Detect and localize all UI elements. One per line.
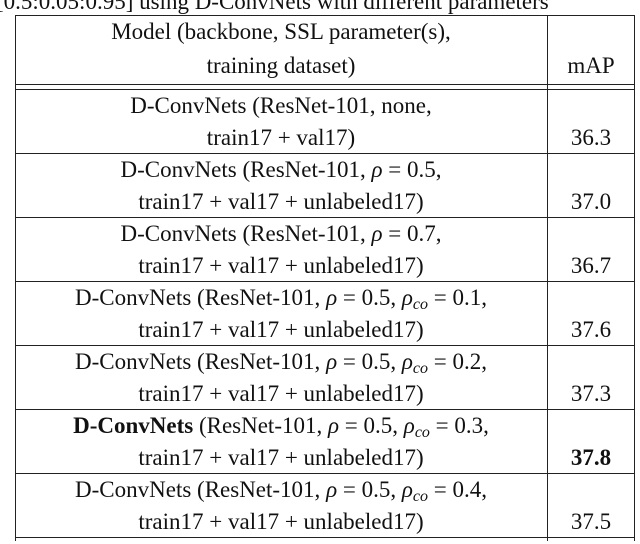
rule [15,537,635,538]
text-segment: = 0.5, [337,349,402,374]
text-segment: train17 + val17 + unlabeled17) [138,253,424,278]
text-segment: ρ [401,477,413,502]
text-segment: ρ [326,285,338,310]
text-segment: D-ConvNets (ResNet-101, [120,157,372,182]
model-line: D-ConvNets (ResNet-101, ρ = 0.5, ρco = 0… [75,475,487,505]
text-segment: ρ [327,413,340,438]
text-segment: train17 + val17) [206,125,356,150]
model-line: train17 + val17) [207,123,355,153]
rule [15,409,635,410]
text-segment: ρ [403,413,415,438]
model-line: train17 + val17 + unlabeled17) [138,315,423,345]
text-segment: = 0.5, [382,157,442,182]
rule [15,15,635,16]
rule [15,89,635,90]
text-segment: = 0.3, [429,413,489,438]
text-segment: D-ConvNets [73,413,194,438]
model-line: train17 + val17 + unlabeled17) [138,187,423,217]
map-value: 37.8 [570,445,612,470]
text-segment: train17 + val17 + unlabeled17) [138,317,424,342]
model-line: D-ConvNets (ResNet-101, ρ = 0.5, ρco = 0… [75,347,487,377]
text-segment: = 0.5, [339,413,404,438]
rule [547,15,548,541]
model-line: train17 + val17 + unlabeled17) [138,507,423,537]
text-segment: ρ [401,285,413,310]
map-value: 37.5 [570,509,612,534]
text-segment: co [412,360,428,377]
text-segment: D-ConvNets (ResNet-101, [120,221,372,246]
caption: [0.5:0.05:0.95] using D-ConvNets with di… [0,0,549,14]
text-segment: = 0.5, [337,285,402,310]
model-line: train17 + val17 + unlabeled17) [138,443,423,473]
rule [15,84,635,85]
model-line: D-ConvNets (ResNet-101, ρ = 0.7, [120,219,441,249]
text-segment: ρ [371,157,383,182]
text-segment: = 0.4, [428,477,487,502]
rule [15,153,635,154]
map-value: 37.3 [570,381,612,406]
header-map: mAP [567,53,615,78]
rule [15,473,635,474]
model-line: train17 + val17 + unlabeled17) [138,251,423,281]
text-segment: train17 + val17 + unlabeled17) [138,381,424,406]
text-segment: = 0.1, [428,285,487,310]
rule [15,281,635,282]
text-segment: ρ [371,221,383,246]
rule [15,217,635,218]
text-segment: ρ [326,349,338,374]
text-segment: (ResNet-101, [193,413,328,438]
text-segment: co [414,424,430,441]
header-model: Model (backbone, SSL parameter(s), [111,19,451,44]
model-line: D-ConvNets (ResNet-101, ρ = 0.5, ρco = 0… [73,411,489,441]
rule [15,15,16,541]
text-segment: ρ [401,349,413,374]
text-segment: = 0.7, [382,221,442,246]
text-segment: co [412,296,428,313]
text-segment: = 0.2, [428,349,487,374]
header-model: training dataset) [206,53,356,78]
text-segment: co [412,488,428,505]
text-segment: train17 + val17 + unlabeled17) [138,445,424,470]
model-line: train17 + val17 + unlabeled17) [138,379,423,409]
text-segment: D-ConvNets (ResNet-101, [75,477,327,502]
map-value: 36.3 [570,125,612,150]
text-segment: D-ConvNets (ResNet-101, none, [130,93,432,118]
rule [634,15,635,541]
text-segment: train17 + val17 + unlabeled17) [138,509,424,534]
text-segment: ρ [326,477,338,502]
map-value: 37.6 [570,317,612,342]
text-segment: train17 + val17 + unlabeled17) [138,189,424,214]
model-line: D-ConvNets (ResNet-101, ρ = 0.5, ρco = 0… [75,283,487,313]
text-segment: D-ConvNets (ResNet-101, [75,285,327,310]
map-value: 36.7 [570,253,612,278]
map-value: 37.0 [570,189,612,214]
rule [15,345,635,346]
model-line: D-ConvNets (ResNet-101, none, [130,91,432,121]
model-line: D-ConvNets (ResNet-101, ρ = 0.5, [120,155,441,185]
text-segment: D-ConvNets (ResNet-101, [75,349,327,374]
text-segment: = 0.5, [337,477,402,502]
